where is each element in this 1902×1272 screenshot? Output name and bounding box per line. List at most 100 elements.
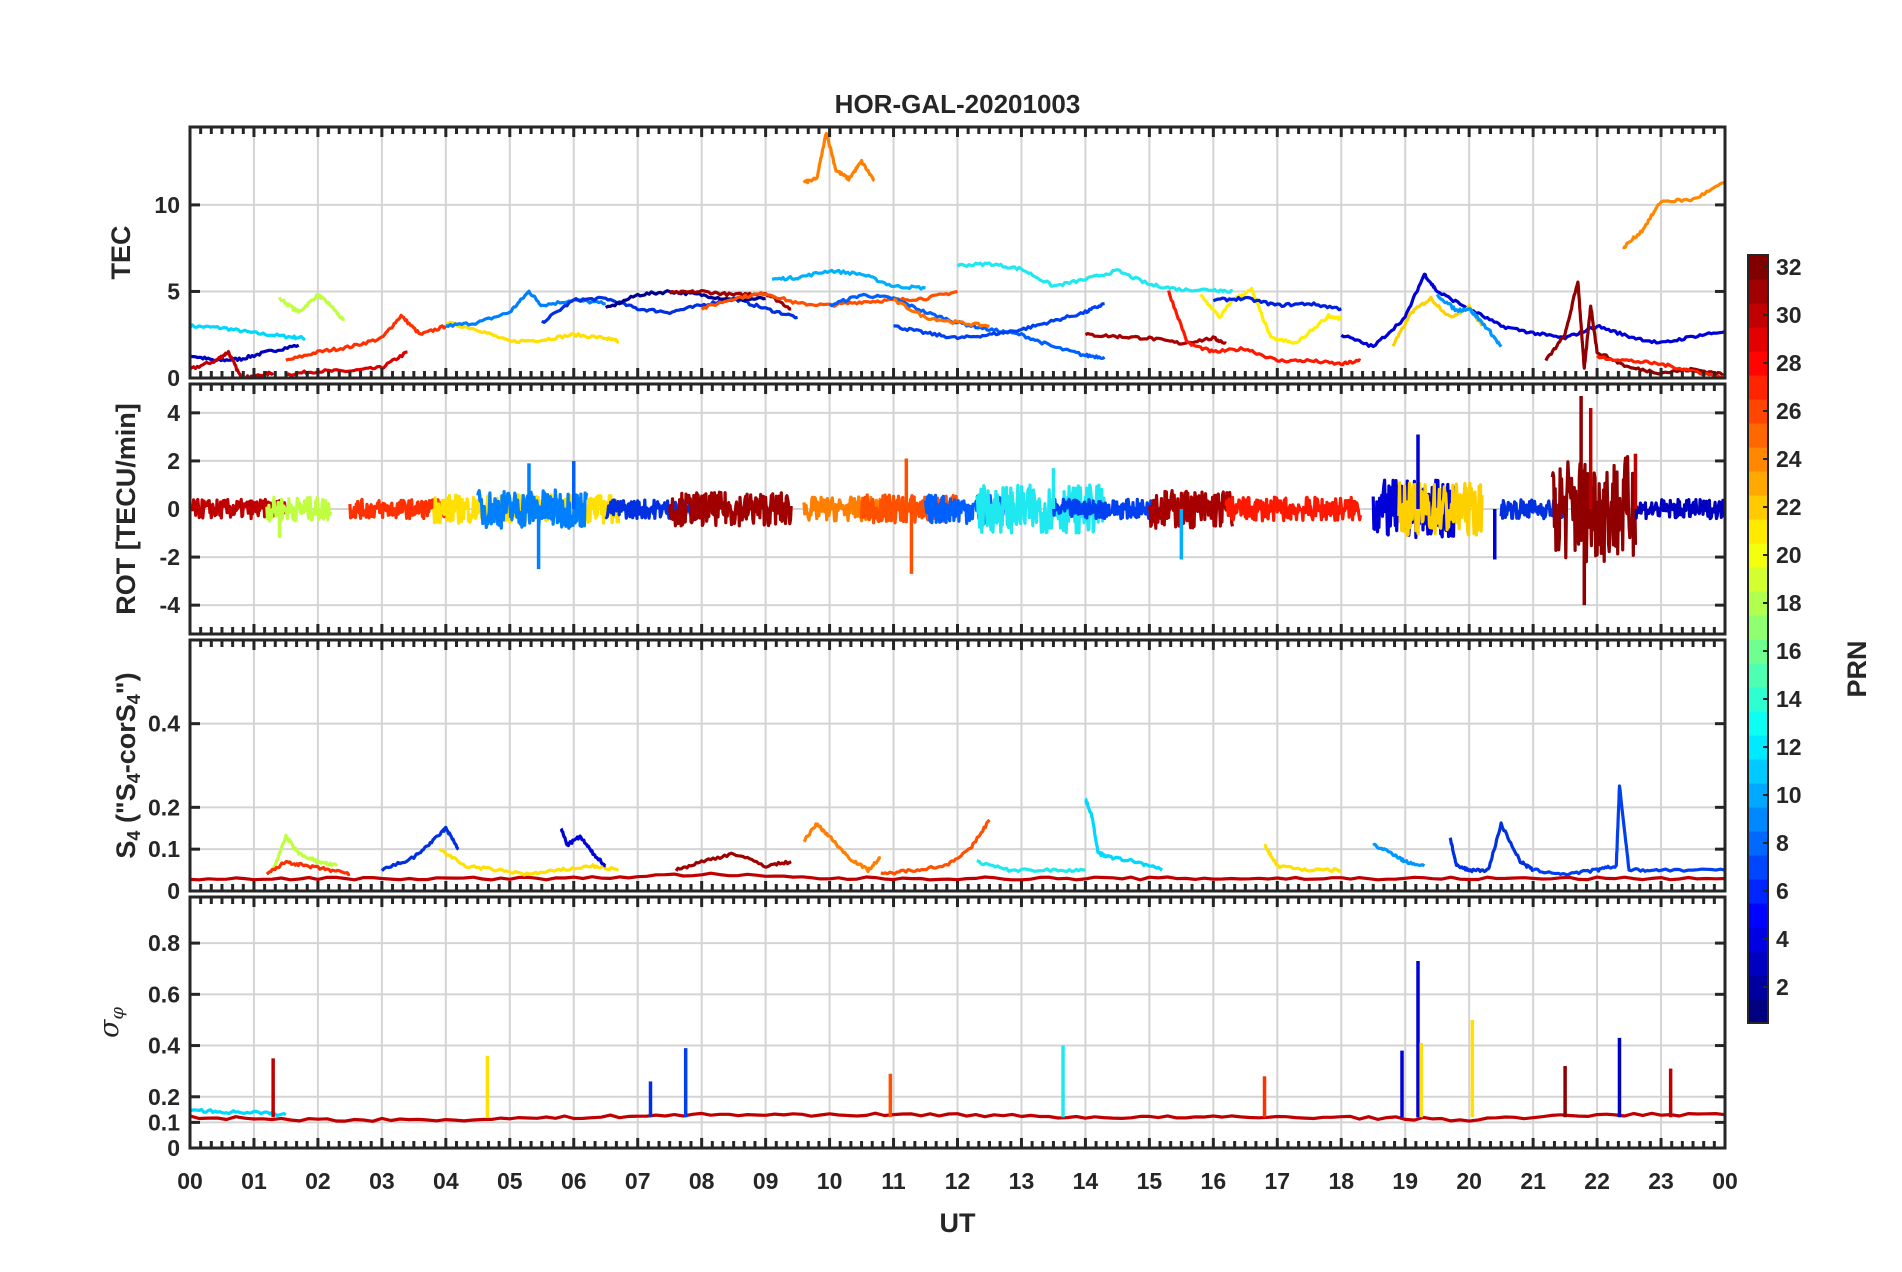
y-tick-label: 0.8 [148, 930, 180, 956]
x-tick-label: 11 [881, 1168, 906, 1194]
colorbar-tick-label: 10 [1776, 782, 1802, 808]
x-tick-label: 01 [241, 1168, 267, 1194]
panel-frame [188, 382, 1727, 636]
series-line-prn-14 [190, 1107, 287, 1117]
x-tick-label: 15 [1137, 1168, 1163, 1194]
x-tick-label: 13 [1009, 1168, 1035, 1194]
x-tick-label: 05 [497, 1168, 523, 1194]
series-line-prn-4 [1212, 295, 1342, 312]
y-axis-label-part: -corS [111, 704, 141, 773]
series-line-prn-3 [559, 827, 607, 868]
colorbar-cell [1748, 327, 1768, 352]
panel-s4: 00.10.20.4S4 ("S4-corS4") [111, 638, 1727, 904]
series-line-prn-20 [445, 320, 620, 345]
y-tick-label: -4 [160, 592, 181, 618]
colorbar-tick-label: 4 [1776, 926, 1789, 952]
colorbar-cell [1748, 927, 1768, 952]
series-line-prn-18 [271, 833, 339, 872]
x-axis: 00 01 02 03 04 05 06 07 08 09 10 11 12 13 14 15 16 17 18 19… [177, 1168, 1738, 1194]
colorbar-tick-label: 30 [1776, 302, 1802, 328]
x-tick-label: 10 [817, 1168, 843, 1194]
panel-frame [188, 638, 1727, 893]
y-axis-label-part: σ [94, 1018, 125, 1038]
y-tick-label: 4 [167, 400, 180, 426]
y-axis-label-part: ("S [111, 783, 141, 830]
series-line-prn-27 [348, 497, 448, 521]
colorbar-cell [1748, 351, 1768, 376]
panel-tec: 0 5 10 TEC [106, 125, 1727, 391]
x-tick-label: 04 [433, 1168, 459, 1194]
y-tick-label: 0.4 [148, 1033, 180, 1059]
x-axis-label: UT [940, 1208, 976, 1238]
colorbar-cell [1748, 591, 1768, 616]
colorbar-tick-label: 26 [1776, 398, 1802, 424]
colorbar-tick-label: 32 [1776, 254, 1802, 280]
x-tick-label: 21 [1520, 1168, 1546, 1194]
series-line-prn-27 [265, 860, 351, 877]
y-tick-label: 0.2 [148, 794, 180, 820]
colorbar-cell [1748, 783, 1768, 808]
series-line-prn-11 [1372, 842, 1426, 868]
series-line-prn-28 [1167, 290, 1362, 367]
colorbar-label: PRN [1842, 640, 1872, 697]
colorbar-cell [1748, 903, 1768, 928]
series-line-prn-30 [190, 871, 1725, 882]
series-line-prn-23 [1622, 180, 1725, 250]
colorbar-tick-label: 16 [1776, 638, 1802, 664]
series-line-prn-20 [438, 847, 620, 877]
colorbar-cell [1748, 639, 1768, 664]
colorbar-cell [1748, 303, 1768, 328]
data-layer [190, 396, 1725, 606]
series-line-prn-13 [956, 261, 1234, 294]
colorbar-cell [1748, 975, 1768, 1000]
colorbar-cell [1748, 855, 1768, 880]
series-line-prn-23 [802, 132, 876, 185]
series-line-prn-10 [476, 488, 589, 530]
x-tick-label: 02 [305, 1168, 331, 1194]
x-tick-label: 16 [1201, 1168, 1227, 1194]
y-tick-label: 0 [167, 365, 180, 391]
series-line-prn-20 [1263, 843, 1343, 873]
colorbar-cell [1748, 687, 1768, 712]
series-line-prn-31 [1084, 332, 1227, 346]
colorbar-cell [1748, 615, 1768, 640]
y-axis-label: ROT [TECU/min] [111, 403, 141, 614]
y-tick-label: 0.4 [148, 711, 180, 737]
x-tick-label: 00 [177, 1168, 203, 1194]
colorbar-cell [1748, 567, 1768, 592]
x-tick-label: 09 [753, 1168, 779, 1194]
colorbar-tick-label: 12 [1776, 734, 1802, 760]
x-tick-label: 22 [1584, 1168, 1610, 1194]
y-axis-label-part: ") [111, 672, 141, 694]
panel-sigma-phi: 00.10.2 0.4 0.6 0.8 σφ [94, 895, 1727, 1161]
colorbar-cell [1748, 519, 1768, 544]
x-tick-label: 06 [561, 1168, 587, 1194]
colorbar-frame [1747, 254, 1769, 1024]
colorbar-tick-label: 24 [1776, 446, 1802, 472]
y-tick-label: 2 [167, 448, 180, 474]
chart-title: HOR-GAL-20201003 [835, 89, 1081, 119]
colorbar-cell [1748, 255, 1768, 280]
series-line-prn-5 [1051, 497, 1164, 521]
x-tick-label: 17 [1264, 1168, 1290, 1194]
series-line-prn-30 [190, 350, 275, 378]
colorbar-tick-label: 14 [1776, 686, 1802, 712]
series-line-prn-4 [1448, 821, 1534, 874]
series-line-prn-14 [190, 323, 307, 341]
colorbar-cell [1748, 423, 1768, 448]
series-line-prn-31 [1544, 280, 1725, 377]
series-line-prn-10 [445, 289, 606, 328]
series-line-prn-18 [265, 495, 333, 523]
colorbar-cell [1748, 831, 1768, 856]
y-tick-label: 10 [154, 192, 180, 218]
series-line-prn-14 [1084, 797, 1164, 872]
y-tick-label: -2 [160, 544, 180, 570]
series-line-prn-19 [1199, 286, 1343, 345]
x-tick-label: 20 [1456, 1168, 1482, 1194]
y-tick-label: 0.6 [148, 981, 180, 1007]
colorbar-cell [1748, 495, 1768, 520]
data-layer [190, 961, 1725, 1123]
colorbar-cell [1748, 471, 1768, 496]
